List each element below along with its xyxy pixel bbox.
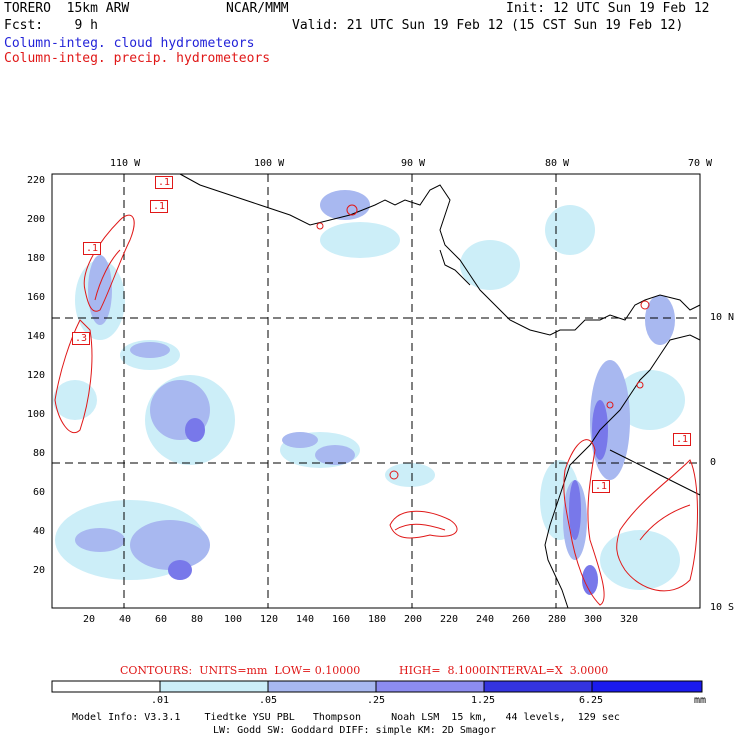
x-tick: 320 bbox=[620, 614, 639, 625]
colorbar-bin bbox=[51, 680, 161, 693]
contour-value-label: .1 bbox=[592, 480, 611, 493]
x-tick: 60 bbox=[155, 614, 168, 625]
x-tick: 140 bbox=[296, 614, 315, 625]
colorbar-bin bbox=[375, 680, 485, 693]
colorbar-bin bbox=[483, 680, 593, 693]
lon-label: 100 W bbox=[254, 158, 285, 169]
cloud-shading-light bbox=[53, 205, 685, 590]
y-tick: 80 bbox=[33, 448, 46, 459]
colorbar-tick: 1.25 bbox=[471, 695, 496, 706]
x-tick: 20 bbox=[83, 614, 96, 625]
colorbar-bin bbox=[591, 680, 703, 693]
org-label: NCAR/MMM bbox=[226, 1, 289, 16]
y-tick: 60 bbox=[33, 487, 46, 498]
x-tick: 80 bbox=[191, 614, 204, 625]
x-tick: 40 bbox=[119, 614, 132, 625]
x-tick: 280 bbox=[548, 614, 567, 625]
contours-high: HIGH= 8.1000 bbox=[399, 664, 487, 677]
y-tick: 180 bbox=[27, 253, 46, 264]
field-precip-label: Column-integ. precip. hydrometeors bbox=[4, 51, 271, 66]
x-tick: 260 bbox=[512, 614, 531, 625]
contours-units: CONTOURS: UNITS=mm LOW= 0.10000 bbox=[120, 664, 361, 677]
coastlines bbox=[179, 173, 701, 609]
colorbar-bin bbox=[159, 680, 269, 693]
x-tick: 200 bbox=[404, 614, 423, 625]
x-tick: 100 bbox=[224, 614, 243, 625]
x-tick: 300 bbox=[584, 614, 603, 625]
y-tick: 40 bbox=[33, 526, 46, 537]
init-time: Init: 12 UTC Sun 19 Feb 12 bbox=[506, 1, 710, 16]
lon-label: 90 W bbox=[401, 158, 426, 169]
y-tick: 100 bbox=[27, 409, 46, 420]
colorbar-unit: mm bbox=[694, 695, 707, 706]
y-tick: 200 bbox=[27, 214, 46, 225]
model-title: TORERO 15km ARW bbox=[4, 1, 130, 16]
contour-value-label: .1 bbox=[673, 433, 692, 446]
lon-label: 110 W bbox=[110, 158, 141, 169]
valid-time: Valid: 21 UTC Sun 19 Feb 12 (15 CST Sun … bbox=[292, 18, 684, 33]
field-cloud-label: Column-integ. cloud hydrometeors bbox=[4, 36, 255, 51]
contour-value-label: .1 bbox=[83, 242, 102, 255]
physics-info: LW: Godd SW: Goddard DIFF: simple KM: 2D… bbox=[213, 725, 496, 736]
colorbar bbox=[51, 680, 703, 693]
forecast-hour: Fcst: 9 h bbox=[4, 18, 98, 33]
y-tick: 220 bbox=[27, 175, 46, 186]
colorbar-bin bbox=[267, 680, 377, 693]
contour-value-label: .1 bbox=[150, 200, 169, 213]
colorbar-tick: 6.25 bbox=[579, 695, 604, 706]
colorbar-tick: .01 bbox=[151, 695, 170, 706]
x-tick: 120 bbox=[260, 614, 279, 625]
lat-label: 0 bbox=[710, 457, 717, 468]
lon-label: 80 W bbox=[545, 158, 570, 169]
colorbar-tick: .05 bbox=[259, 695, 278, 706]
lat-label: 10 S bbox=[710, 602, 735, 613]
x-tick: 180 bbox=[368, 614, 387, 625]
y-tick: 140 bbox=[27, 331, 46, 342]
model-info: Model Info: V3.3.1 Tiedtke YSU PBL Thomp… bbox=[72, 712, 620, 723]
y-tick: 120 bbox=[27, 370, 46, 381]
graticule bbox=[52, 174, 700, 608]
x-tick: 220 bbox=[440, 614, 459, 625]
contour-value-label: .1 bbox=[155, 176, 174, 189]
cloud-shading-medium bbox=[75, 190, 675, 570]
contour-value-label: .3 bbox=[72, 332, 91, 345]
lat-label: 10 N bbox=[710, 312, 735, 323]
contours-interval: INTERVAL=X 3.0000 bbox=[486, 664, 609, 677]
y-tick: 160 bbox=[27, 292, 46, 303]
x-tick: 240 bbox=[476, 614, 495, 625]
y-tick: 20 bbox=[33, 565, 46, 576]
colorbar-tick: .25 bbox=[367, 695, 386, 706]
x-tick: 160 bbox=[332, 614, 351, 625]
lon-label: 70 W bbox=[688, 158, 713, 169]
